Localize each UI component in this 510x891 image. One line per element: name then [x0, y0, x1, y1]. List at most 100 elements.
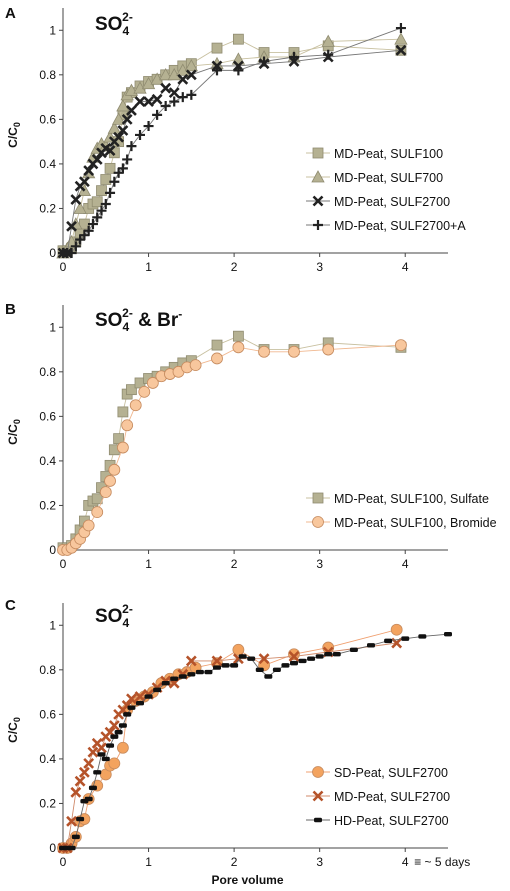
data-point-3: [70, 241, 81, 252]
data-point-26: [213, 665, 221, 670]
data-point-12: [108, 720, 120, 731]
data-point-11: [105, 187, 116, 198]
y-tick-label: 0.4: [39, 454, 56, 468]
y-axis-label: C/C0: [6, 717, 22, 743]
chart-title: SO42-: [95, 10, 133, 38]
data-point-3: [70, 786, 82, 798]
legend-label: HD-Peat, SULF2700: [334, 814, 449, 828]
data-point-19: [152, 109, 163, 120]
data-point-16: [126, 141, 137, 152]
data-point-8: [91, 493, 103, 505]
data-point-14: [138, 385, 151, 398]
data-point-legend: [312, 516, 324, 528]
chart-panel-B: B 0 0.2 0.4 0.6 0.8 1 0 1 2 3 4 C/C0 SO42- & Br- MD-Pe…: [5, 301, 497, 571]
legend-label: MD-Peat, SULF100: [334, 147, 443, 161]
x-tick-label: 3: [316, 557, 323, 571]
data-point-10: [101, 756, 110, 762]
x-tick-label: 2: [231, 557, 238, 571]
data-point-19: [153, 687, 162, 693]
panel-label: C: [5, 597, 16, 614]
data-point-legend: [314, 817, 322, 823]
legend-label: MD-Peat, SULF700: [334, 171, 443, 185]
data-point-29: [238, 654, 247, 659]
y-tick-label: 0: [49, 543, 56, 557]
data-point-10: [108, 463, 121, 476]
data-point-44: [401, 636, 410, 641]
data-point-16: [127, 705, 136, 710]
x-tick-label: 4: [402, 855, 409, 869]
y-axis-label: C/C0: [6, 419, 22, 445]
data-point-25: [232, 330, 244, 342]
data-point-31: [255, 667, 264, 673]
data-point-9: [96, 205, 107, 216]
x-tick-label: 0: [60, 557, 67, 571]
y-tick-label: 0.4: [39, 157, 56, 171]
data-point-26: [259, 56, 270, 67]
legend-label: MD-Peat, SULF2700: [334, 195, 450, 209]
data-point-35: [290, 660, 298, 666]
data-point-14: [117, 125, 129, 136]
chart-panel-A: A 0 0.2 0.4 0.6 0.8 1 0 1 2 3 4 C/C0 SO42- MD-Peat, SU…: [5, 5, 466, 274]
data-point-2: [66, 248, 77, 258]
x-tick-label: 2: [231, 855, 238, 869]
data-point-13: [113, 131, 125, 143]
data-point-29: [394, 32, 408, 45]
data-point-30: [247, 656, 256, 661]
data-point-24: [211, 655, 223, 667]
data-point-43: [384, 638, 393, 644]
y-tick-label: 0.4: [39, 752, 56, 766]
data-point-17: [134, 691, 146, 702]
data-point-28: [321, 34, 335, 47]
data-point-25: [204, 669, 213, 675]
data-point-14: [117, 406, 129, 418]
data-point-6: [83, 225, 94, 236]
data-point-29: [395, 44, 407, 56]
data-point-23: [185, 655, 197, 667]
chart-title: SO42- & Br-: [95, 306, 182, 334]
data-point-20: [158, 67, 173, 81]
data-point-12: [110, 734, 119, 739]
data-point-7: [87, 746, 99, 758]
data-point-7: [91, 506, 104, 519]
x-tick-label: 2: [231, 260, 238, 274]
data-point-11: [104, 145, 116, 156]
data-point-legend: [313, 220, 323, 230]
data-point-22: [232, 643, 245, 656]
data-point-25: [233, 65, 244, 76]
data-point-14: [117, 163, 128, 174]
data-point-9: [104, 475, 116, 487]
panel-label: A: [5, 5, 16, 22]
data-point-23: [186, 89, 197, 100]
legend-label: MD-Peat, SULF100, Bromide: [334, 516, 497, 530]
data-point-24: [212, 65, 222, 76]
data-point-21: [169, 96, 180, 107]
y-axis-label: C/C0: [6, 122, 22, 148]
data-point-2: [67, 845, 76, 851]
y-tick-label: 0.8: [39, 663, 56, 677]
data-point-17: [135, 129, 145, 140]
data-point-37: [307, 656, 316, 661]
series-3: [58, 23, 406, 258]
data-point-45: [418, 634, 427, 639]
y-tick-label: 1: [49, 23, 56, 37]
data-point-14: [116, 99, 130, 112]
data-point-25: [232, 33, 244, 45]
legend-label: MD-Peat, SULF2700: [334, 790, 450, 804]
y-tick-label: 0.6: [39, 112, 56, 126]
y-tick-label: 0.8: [39, 68, 56, 82]
data-point-10: [100, 199, 111, 209]
data-point-16: [126, 693, 137, 705]
data-point-5: [78, 176, 90, 188]
legend: SD-Peat, SULF2700 MD-Peat, SULF2700 HD-Pea…: [306, 766, 450, 828]
data-point-17: [134, 96, 146, 107]
data-point-19: [151, 93, 163, 105]
chart-title: SO42-: [95, 602, 133, 630]
data-point-legend: [312, 492, 324, 504]
data-point-20: [189, 359, 202, 372]
data-point-8: [93, 770, 102, 775]
data-point-3: [71, 834, 80, 840]
data-point-22: [232, 341, 245, 354]
data-point-7: [87, 219, 98, 230]
data-point-17: [136, 701, 144, 706]
data-point-18: [144, 694, 153, 699]
